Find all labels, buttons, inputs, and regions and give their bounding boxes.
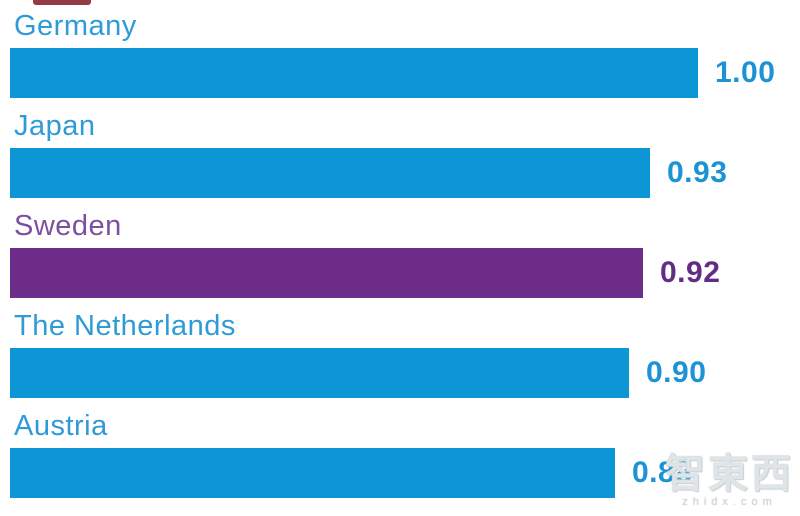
bar-label: Austria — [14, 410, 108, 442]
bar — [10, 148, 650, 198]
bar-chart: Germany 1.00 Japan 0.93 Sweden 0.92 The Nether… — [10, 0, 800, 516]
bar-line: 0.92 — [10, 248, 720, 298]
bar-line: 0.88 — [10, 448, 692, 498]
bar-row: The Netherlands 0.90 — [10, 300, 800, 400]
bar-row: Japan 0.93 — [10, 100, 800, 200]
bar — [10, 48, 698, 98]
bar-value: 0.92 — [660, 256, 721, 289]
bar-row: Sweden 0.92 — [10, 200, 800, 300]
bar — [10, 248, 643, 298]
cropped-text-artifact — [33, 0, 91, 5]
bar-line: 0.90 — [10, 348, 706, 398]
bar-line: 1.00 — [10, 48, 775, 98]
bar-value: 0.93 — [667, 156, 728, 189]
bar-line: 0.93 — [10, 148, 727, 198]
bar-value: 1.00 — [715, 56, 776, 89]
bar — [10, 448, 615, 498]
bar-row: Germany 1.00 — [10, 0, 800, 100]
bar-value: 0.90 — [646, 356, 707, 389]
bar-label: Germany — [14, 10, 137, 42]
bar-label: Sweden — [14, 210, 122, 242]
bar — [10, 348, 629, 398]
bar-label: The Netherlands — [14, 310, 236, 342]
bar-row: Austria 0.88 — [10, 400, 800, 500]
bar-label: Japan — [14, 110, 96, 142]
bar-value: 0.88 — [632, 456, 693, 489]
